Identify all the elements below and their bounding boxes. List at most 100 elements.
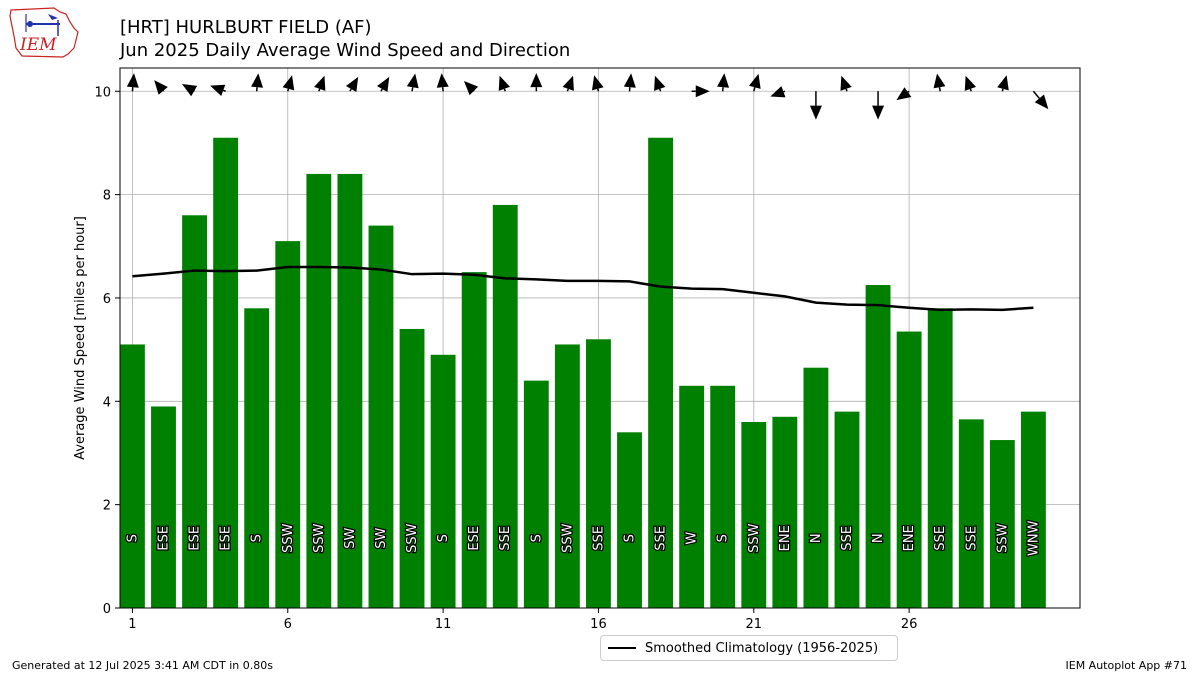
direction-label-day-14: S: [529, 534, 544, 542]
bar-day-2: [151, 406, 176, 608]
arrow-head: [182, 84, 198, 97]
bar-day-23: [803, 367, 829, 608]
wind-arrow-day-5: [251, 73, 264, 92]
arrow-shaft: [938, 87, 941, 92]
arrow-shaft: [845, 88, 848, 92]
weather-station-icon: [25, 14, 60, 36]
arrow-head: [840, 75, 852, 91]
bar-day-27: [927, 308, 953, 608]
bar-day-10: [399, 328, 425, 608]
direction-label-day-16: SSE: [591, 526, 606, 551]
arrow-head: [282, 75, 295, 91]
direction-label-day-26: ENE: [902, 525, 917, 551]
bar-day-13: [492, 204, 518, 608]
wind-arrow-day-20: [717, 73, 730, 92]
direction-label-day-6: SSW: [281, 523, 296, 553]
wind-arrow-day-7: [314, 75, 326, 92]
wind-arrow-day-14: [530, 73, 543, 92]
wind-arrow-day-17: [623, 73, 636, 92]
arrow-head: [591, 75, 604, 91]
wind-arrow-day-4: [210, 84, 226, 97]
arrow-head: [809, 105, 822, 120]
x-tick-label: 21: [746, 617, 763, 632]
direction-label-day-22: ENE: [778, 525, 793, 551]
arrow-head: [154, 80, 168, 95]
bar-day-30: [1020, 411, 1046, 608]
arrow-head: [530, 73, 543, 88]
wind-arrow-day-8: [345, 76, 359, 93]
bar-day-18: [648, 137, 674, 608]
arrow-head: [126, 73, 139, 88]
bar-day-19: [679, 385, 705, 608]
direction-label-day-2: ESE: [156, 526, 171, 551]
wind-arrow-day-21: [749, 73, 761, 92]
arrow-shaft: [1032, 90, 1040, 99]
bar-day-16: [586, 339, 611, 608]
legend-label: Smoothed Climatology (1956-2025): [645, 640, 879, 656]
arrow-shaft: [380, 88, 383, 92]
x-tick-label: 16: [590, 617, 607, 632]
arrow-head: [1034, 94, 1049, 110]
direction-label-day-12: ESE: [467, 526, 482, 551]
direction-label-day-27: SSE: [933, 526, 948, 551]
arrow-shaft: [783, 90, 786, 93]
wind-arrow-day-2: [154, 80, 168, 95]
wind-arrow-day-18: [654, 75, 666, 92]
arrow-head: [463, 81, 479, 96]
y-tick-label: 4: [103, 395, 111, 410]
bar-day-28: [958, 419, 984, 608]
speed-bars: [120, 137, 1046, 609]
arrow-head: [436, 73, 449, 88]
wind-arrow-day-11: [436, 73, 449, 92]
direction-label-day-3: ESE: [188, 526, 203, 551]
bar-day-29: [989, 440, 1015, 608]
direction-label-day-10: SSW: [405, 523, 420, 553]
iem-logo-text: IEM: [19, 35, 57, 55]
iem-logo: IEM: [9, 7, 79, 58]
arrow-head: [933, 73, 946, 89]
wind-arrow-day-15: [562, 75, 574, 92]
wind-arrow-day-26: [896, 87, 912, 101]
direction-label-day-4: ESE: [219, 526, 234, 551]
arrow-head: [210, 84, 226, 97]
direction-label-day-9: SW: [374, 528, 389, 549]
direction-label-day-30: WNW: [1026, 520, 1041, 556]
arrow-head: [695, 85, 710, 98]
y-axis-label: Average Wind Speed [miles per hour]: [73, 216, 88, 460]
arrow-shaft: [566, 88, 569, 92]
x-tick-label: 11: [435, 617, 452, 632]
wind-arrow-day-27: [933, 73, 946, 92]
bar-day-25: [865, 285, 891, 608]
arrow-shaft: [503, 88, 506, 92]
chart-title: [HRT] HURLBURT FIELD (AF): [120, 17, 372, 38]
wind-arrow-day-16: [591, 75, 604, 92]
wind-arrow-day-23: [809, 91, 822, 120]
arrow-head: [717, 73, 730, 88]
direction-label-day-25: N: [871, 533, 886, 543]
bar-day-5: [244, 308, 270, 608]
arrow-shaft: [318, 88, 321, 92]
bar-day-8: [337, 173, 363, 608]
bar-day-22: [772, 416, 798, 608]
x-tick-label: 26: [901, 617, 918, 632]
arrow-head: [872, 105, 885, 120]
direction-label-day-11: S: [436, 534, 451, 542]
app-credit: IEM Autoplot App #71: [1065, 659, 1188, 672]
legend: Smoothed Climatology (1956-2025): [600, 635, 898, 661]
wind-arrow-day-6: [282, 75, 295, 92]
bar-day-24: [834, 411, 860, 608]
bar-day-21: [741, 421, 767, 608]
y-tick-label: 6: [103, 292, 111, 307]
chart-subtitle: Jun 2025 Daily Average Wind Speed and Di…: [120, 40, 571, 61]
x-tick-label: 6: [284, 617, 292, 632]
bar-day-17: [617, 432, 642, 608]
direction-label-day-21: SSW: [747, 523, 762, 553]
bar-day-26: [896, 331, 922, 608]
direction-label-day-18: SSE: [654, 526, 669, 551]
direction-label-day-7: SSW: [312, 523, 327, 553]
bar-day-1: [120, 344, 145, 608]
direction-label-day-5: S: [250, 534, 265, 542]
wind-arrow-day-28: [964, 75, 977, 92]
direction-label-day-15: SSW: [560, 523, 575, 553]
arrow-head: [654, 75, 666, 91]
